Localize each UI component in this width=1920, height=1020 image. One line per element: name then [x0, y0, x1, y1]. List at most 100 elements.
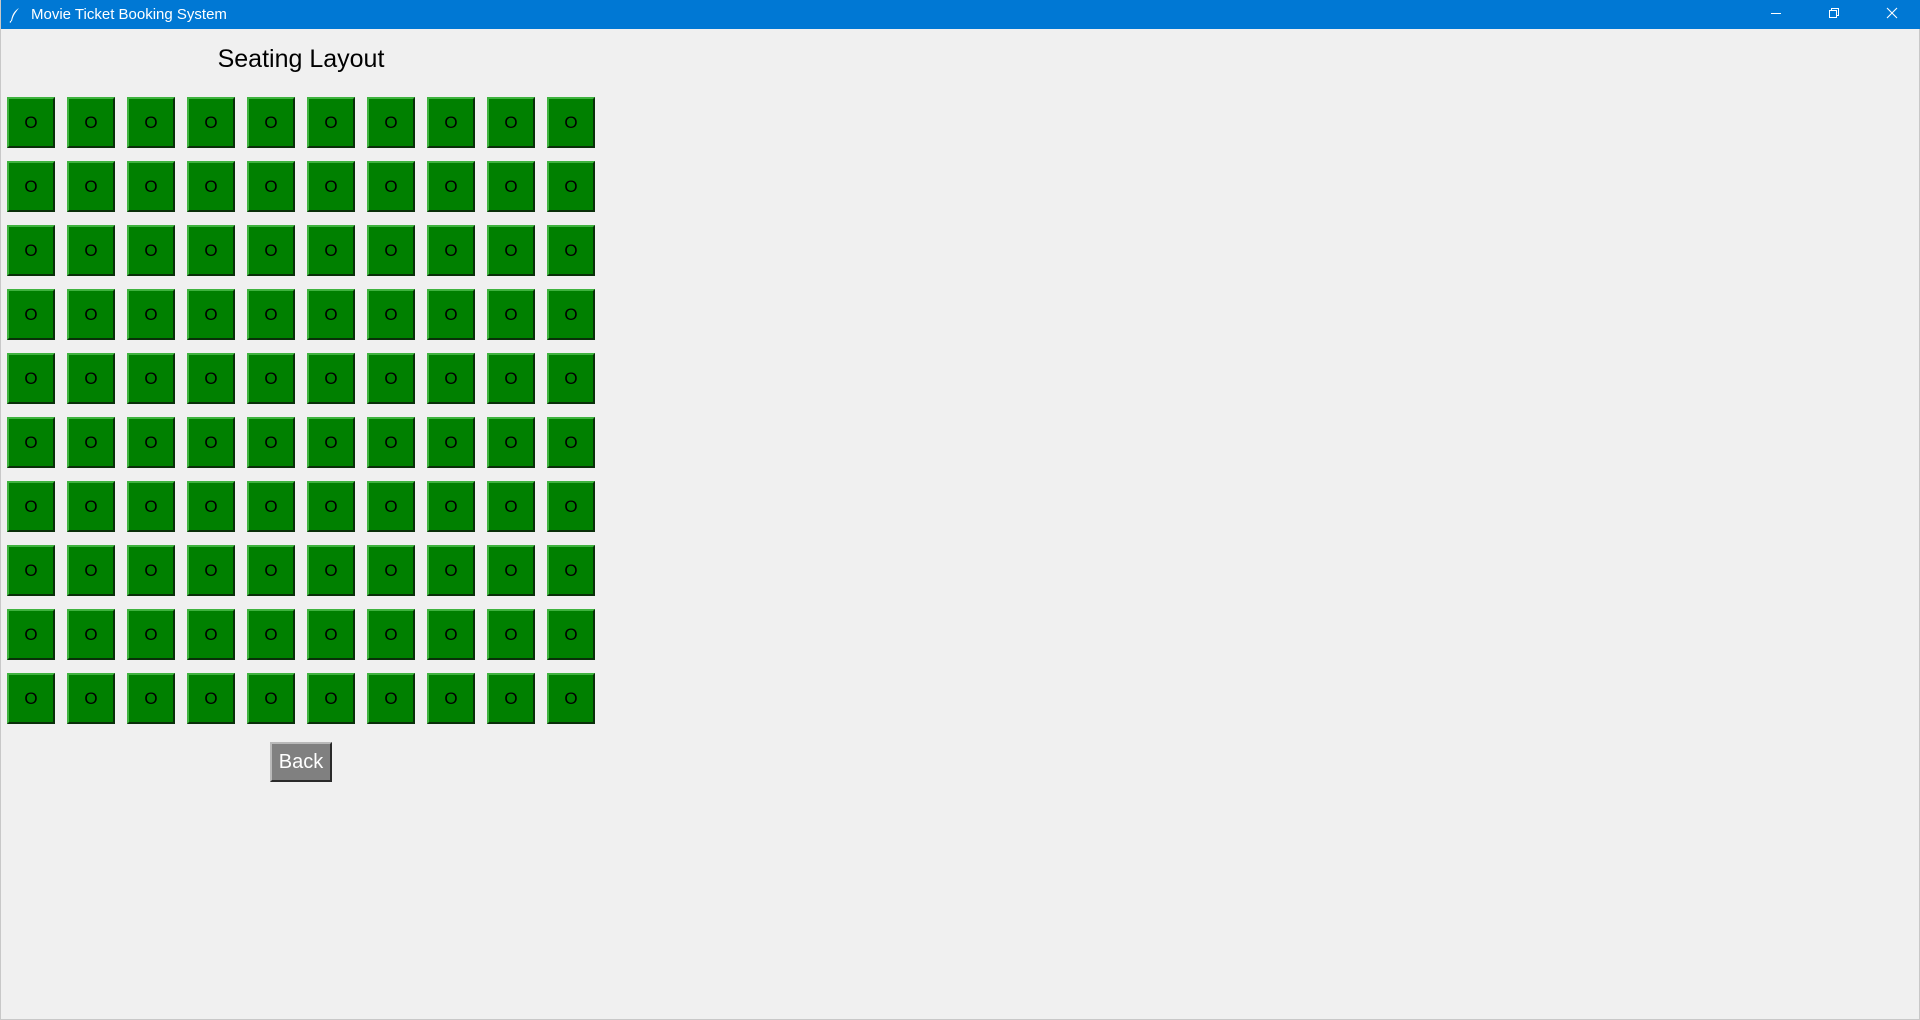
- seat-button[interactable]: O: [247, 353, 295, 404]
- seat-button[interactable]: O: [367, 481, 415, 532]
- seat-button[interactable]: O: [247, 417, 295, 468]
- seat-button[interactable]: O: [427, 97, 475, 148]
- seat-button[interactable]: O: [247, 289, 295, 340]
- seat-button[interactable]: O: [307, 289, 355, 340]
- seat-button[interactable]: O: [307, 97, 355, 148]
- seat-button[interactable]: O: [7, 97, 55, 148]
- seat-button[interactable]: O: [67, 609, 115, 660]
- seat-button[interactable]: O: [7, 289, 55, 340]
- seat-button[interactable]: O: [187, 545, 235, 596]
- seat-button[interactable]: O: [427, 225, 475, 276]
- seat-button[interactable]: O: [547, 417, 595, 468]
- seat-button[interactable]: O: [547, 225, 595, 276]
- seat-button[interactable]: O: [487, 545, 535, 596]
- seat-button[interactable]: O: [67, 97, 115, 148]
- seat-button[interactable]: O: [67, 545, 115, 596]
- seat-button[interactable]: O: [367, 161, 415, 212]
- seat-button[interactable]: O: [187, 225, 235, 276]
- seat-button[interactable]: O: [487, 481, 535, 532]
- seat-button[interactable]: O: [547, 97, 595, 148]
- seat-button[interactable]: O: [247, 673, 295, 724]
- seat-button[interactable]: O: [307, 481, 355, 532]
- seat-button[interactable]: O: [67, 481, 115, 532]
- seat-button[interactable]: O: [7, 609, 55, 660]
- seat-button[interactable]: O: [547, 289, 595, 340]
- seat-button[interactable]: O: [127, 161, 175, 212]
- seat-button[interactable]: O: [67, 161, 115, 212]
- seat-button[interactable]: O: [547, 545, 595, 596]
- seat-button[interactable]: O: [127, 417, 175, 468]
- seat-button[interactable]: O: [427, 161, 475, 212]
- back-button[interactable]: Back: [270, 742, 332, 782]
- seat-button[interactable]: O: [367, 97, 415, 148]
- seat-button[interactable]: O: [427, 289, 475, 340]
- seat-button[interactable]: O: [487, 673, 535, 724]
- seat-button[interactable]: O: [487, 225, 535, 276]
- seat-button[interactable]: O: [187, 673, 235, 724]
- seat-button[interactable]: O: [7, 225, 55, 276]
- seat-button[interactable]: O: [187, 353, 235, 404]
- seat-button[interactable]: O: [427, 353, 475, 404]
- seat-button[interactable]: O: [547, 161, 595, 212]
- seat-button[interactable]: O: [547, 673, 595, 724]
- seat-button[interactable]: O: [307, 353, 355, 404]
- seat-button[interactable]: O: [7, 545, 55, 596]
- seat-button[interactable]: O: [67, 353, 115, 404]
- seat-button[interactable]: O: [247, 97, 295, 148]
- seat-button[interactable]: O: [367, 609, 415, 660]
- seat-button[interactable]: O: [307, 417, 355, 468]
- seat-button[interactable]: O: [247, 161, 295, 212]
- seat-button[interactable]: O: [187, 609, 235, 660]
- seat-button[interactable]: O: [367, 289, 415, 340]
- seat-button[interactable]: O: [7, 673, 55, 724]
- seat-button[interactable]: O: [427, 545, 475, 596]
- seat-button[interactable]: O: [127, 609, 175, 660]
- close-button[interactable]: [1863, 0, 1920, 29]
- seat-button[interactable]: O: [367, 673, 415, 724]
- seat-button[interactable]: O: [547, 481, 595, 532]
- seat-button[interactable]: O: [127, 289, 175, 340]
- seat-button[interactable]: O: [247, 609, 295, 660]
- seat-button[interactable]: O: [307, 225, 355, 276]
- seat-button[interactable]: O: [127, 353, 175, 404]
- seat-button[interactable]: O: [487, 97, 535, 148]
- seat-button[interactable]: O: [427, 673, 475, 724]
- seat-button[interactable]: O: [307, 161, 355, 212]
- seat-button[interactable]: O: [427, 609, 475, 660]
- seat-button[interactable]: O: [307, 545, 355, 596]
- seat-button[interactable]: O: [307, 609, 355, 660]
- seat-button[interactable]: O: [67, 225, 115, 276]
- restore-button[interactable]: [1805, 0, 1863, 29]
- seat-button[interactable]: O: [127, 225, 175, 276]
- seat-button[interactable]: O: [7, 353, 55, 404]
- seat-button[interactable]: O: [127, 673, 175, 724]
- seat-button[interactable]: O: [187, 417, 235, 468]
- seat-button[interactable]: O: [367, 353, 415, 404]
- seat-button[interactable]: O: [187, 161, 235, 212]
- seat-button[interactable]: O: [247, 225, 295, 276]
- seat-button[interactable]: O: [127, 97, 175, 148]
- seat-button[interactable]: O: [127, 481, 175, 532]
- seat-button[interactable]: O: [547, 353, 595, 404]
- seat-button[interactable]: O: [487, 417, 535, 468]
- seat-button[interactable]: O: [247, 545, 295, 596]
- seat-button[interactable]: O: [67, 673, 115, 724]
- seat-button[interactable]: O: [187, 481, 235, 532]
- seat-button[interactable]: O: [187, 97, 235, 148]
- seat-button[interactable]: O: [487, 609, 535, 660]
- seat-button[interactable]: O: [487, 353, 535, 404]
- seat-button[interactable]: O: [547, 609, 595, 660]
- seat-button[interactable]: O: [427, 481, 475, 532]
- seat-button[interactable]: O: [7, 161, 55, 212]
- seat-button[interactable]: O: [67, 417, 115, 468]
- seat-button[interactable]: O: [367, 225, 415, 276]
- seat-button[interactable]: O: [7, 481, 55, 532]
- seat-button[interactable]: O: [127, 545, 175, 596]
- seat-button[interactable]: O: [7, 417, 55, 468]
- seat-button[interactable]: O: [67, 289, 115, 340]
- seat-button[interactable]: O: [307, 673, 355, 724]
- seat-button[interactable]: O: [427, 417, 475, 468]
- seat-button[interactable]: O: [247, 481, 295, 532]
- seat-button[interactable]: O: [367, 545, 415, 596]
- seat-button[interactable]: O: [487, 289, 535, 340]
